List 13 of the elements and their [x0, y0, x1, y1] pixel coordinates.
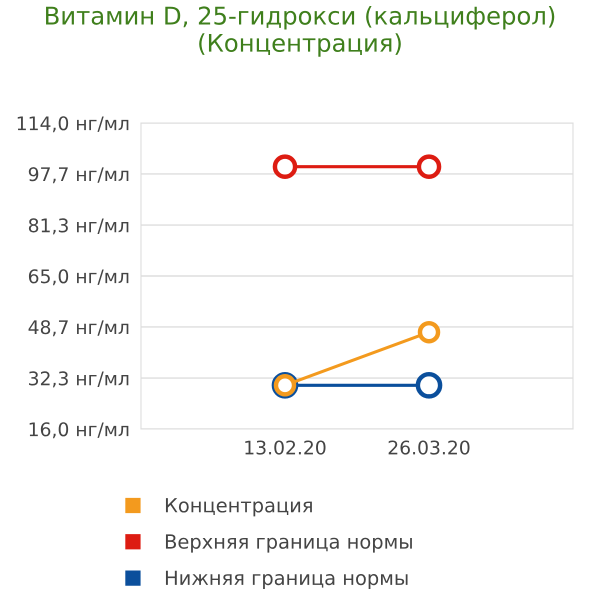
- legend-label: Верхняя граница нормы: [166, 534, 412, 553]
- y-tick-label: 16,0 нг/мл: [30, 422, 128, 438]
- chart-title: Витамин D, 25-гидрокси (кальциферол) (Концентрация): [46, 6, 554, 57]
- y-tick-label: 114,0 нг/мл: [18, 116, 128, 132]
- x-tick-label: 26.03.20: [388, 440, 470, 455]
- y-tick-label: 81,3 нг/мл: [28, 218, 128, 234]
- legend-label: Нижняя граница нормы: [166, 570, 408, 589]
- y-tick-label: 97,7 нг/мл: [28, 167, 128, 184]
- y-tick-label: 65,0 нг/мл: [28, 269, 128, 286]
- legend-label: Концентрация: [166, 498, 312, 516]
- y-tick-label: 48,7 нг/мл: [28, 320, 128, 336]
- y-tick-label: 32,3 нг/мл: [29, 371, 128, 388]
- x-tick-label: 13.02.20: [245, 440, 326, 455]
